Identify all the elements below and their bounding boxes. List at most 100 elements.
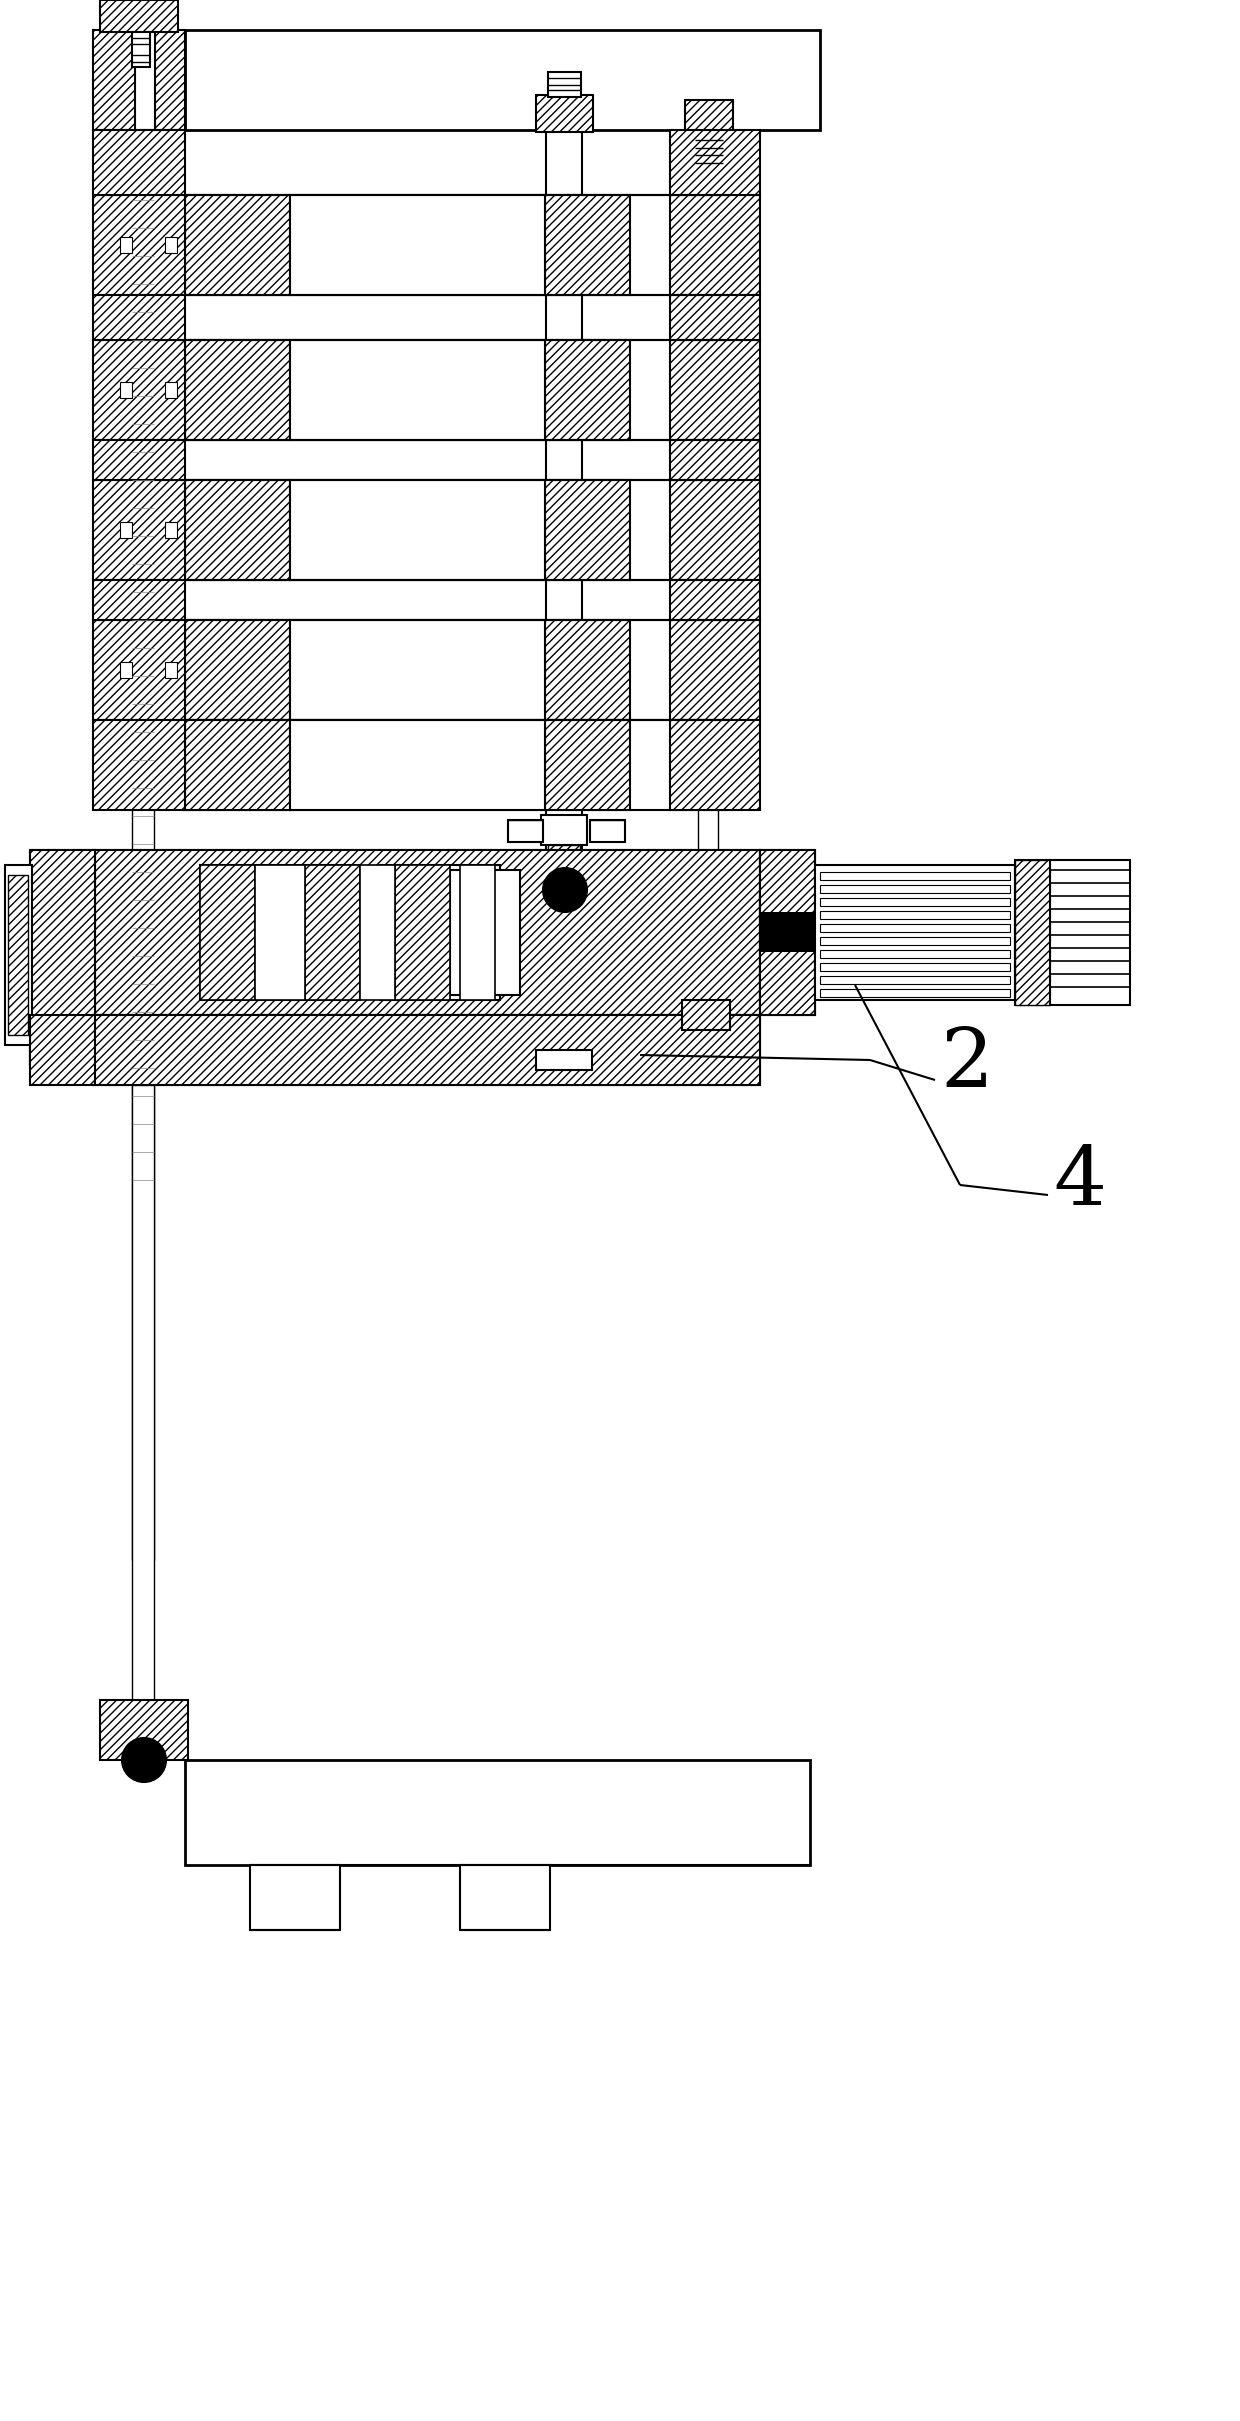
Bar [7, 874, 29, 1036]
Bar [185, 196, 290, 295]
Bar [536, 1051, 591, 1070]
Bar [670, 441, 760, 479]
Bar [590, 821, 625, 843]
Bar [185, 29, 820, 131]
Circle shape [543, 869, 587, 913]
Bar [93, 441, 185, 479]
Bar [460, 1864, 551, 1930]
Bar [290, 196, 546, 295]
Bar [305, 864, 360, 1000]
Bar [460, 864, 495, 1000]
Bar [546, 719, 630, 811]
Bar [165, 237, 177, 254]
Bar [93, 479, 185, 581]
Bar [820, 925, 1011, 932]
Bar [185, 339, 730, 441]
Bar [820, 976, 1011, 983]
Bar [120, 661, 131, 678]
Bar [670, 196, 760, 295]
Bar [93, 719, 185, 811]
Bar [760, 913, 815, 951]
Bar [546, 196, 630, 295]
Bar [1050, 859, 1130, 1005]
Bar [30, 850, 95, 1065]
Bar [536, 94, 593, 133]
Bar [290, 339, 546, 441]
Bar [185, 620, 290, 719]
Bar [450, 869, 520, 995]
Bar [379, 864, 500, 1000]
Bar [698, 131, 718, 1029]
Bar [508, 821, 543, 843]
Bar [396, 864, 450, 1000]
Bar [541, 816, 587, 845]
Bar [548, 845, 580, 869]
Bar [165, 661, 177, 678]
Bar [546, 339, 630, 441]
Bar [360, 864, 396, 1000]
Bar [120, 383, 131, 397]
Bar [760, 850, 815, 1014]
Bar [93, 295, 185, 339]
Bar [185, 339, 290, 441]
Bar [185, 719, 290, 811]
Bar [93, 29, 185, 131]
Bar [1016, 859, 1050, 1005]
Bar [682, 1000, 730, 1029]
Bar [30, 1014, 95, 1085]
Bar [131, 1085, 154, 1700]
Bar [820, 949, 1011, 959]
Bar [93, 1014, 760, 1085]
Bar [131, 131, 154, 1559]
Text: 2: 2 [940, 1024, 993, 1104]
Bar [200, 864, 255, 1000]
Bar [815, 864, 1016, 1000]
Bar [93, 850, 760, 1014]
Bar [670, 479, 760, 581]
Bar [93, 196, 185, 295]
Bar [820, 937, 1011, 944]
Bar [165, 383, 177, 397]
Bar [120, 523, 131, 537]
Bar [670, 295, 760, 339]
Bar [290, 620, 546, 719]
Bar [5, 864, 32, 1046]
Bar [546, 131, 582, 1051]
Bar [1016, 859, 1050, 1005]
Bar [120, 237, 131, 254]
Bar [185, 479, 730, 581]
Bar [185, 620, 730, 719]
Bar [670, 719, 760, 811]
Bar [100, 0, 179, 31]
Bar [546, 479, 630, 581]
Bar [546, 620, 630, 719]
Bar [548, 73, 582, 97]
Bar [131, 31, 150, 68]
Bar [165, 523, 177, 537]
Bar [93, 1014, 760, 1085]
Bar [135, 29, 155, 131]
Bar [820, 898, 1011, 905]
Bar [694, 133, 723, 172]
Bar [820, 910, 1011, 920]
Bar [670, 581, 760, 620]
Bar [670, 339, 760, 441]
Bar [93, 620, 185, 719]
Bar [93, 339, 185, 441]
Bar [185, 1760, 810, 1864]
Bar [185, 479, 290, 581]
Bar [185, 196, 730, 295]
Bar [185, 719, 730, 811]
Bar [250, 1864, 340, 1930]
Bar [820, 886, 1011, 893]
Bar [93, 581, 185, 620]
Bar [684, 99, 733, 133]
Bar [30, 850, 95, 1065]
Bar [760, 850, 815, 1014]
Bar [93, 131, 185, 196]
Text: 4: 4 [1053, 1143, 1106, 1223]
Bar [290, 479, 546, 581]
Bar [670, 131, 760, 196]
Bar [820, 964, 1011, 971]
Bar [820, 872, 1011, 879]
